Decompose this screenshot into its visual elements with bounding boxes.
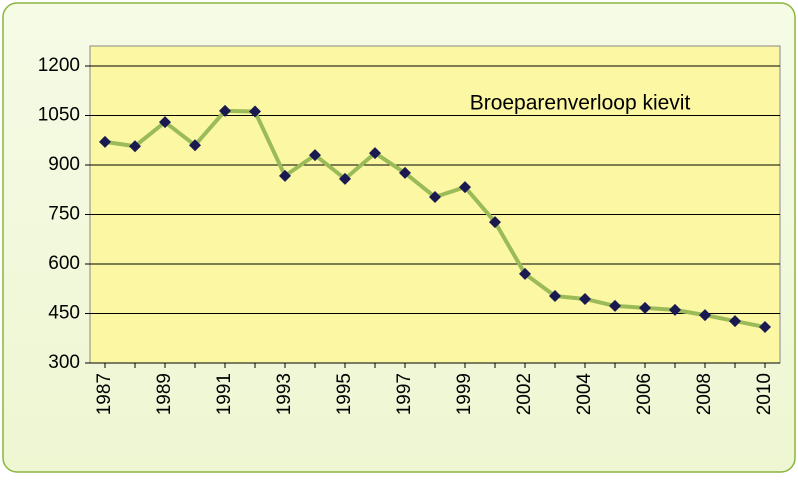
marker bbox=[729, 315, 741, 328]
marker bbox=[699, 309, 711, 322]
marker bbox=[429, 191, 441, 204]
marker bbox=[189, 139, 201, 152]
y-tick-label: 1050 bbox=[38, 105, 80, 126]
marker bbox=[489, 216, 501, 229]
x-tick-label: 1993 bbox=[274, 373, 295, 415]
x-tick-label: 1995 bbox=[334, 373, 355, 415]
marker bbox=[339, 172, 351, 185]
marker bbox=[159, 116, 171, 129]
marker bbox=[369, 147, 381, 160]
x-tick-label: 2004 bbox=[574, 373, 595, 416]
marker bbox=[759, 321, 771, 334]
marker bbox=[579, 292, 591, 305]
y-tick-label: 1200 bbox=[38, 55, 80, 76]
marker bbox=[639, 301, 651, 314]
marker bbox=[519, 267, 531, 280]
marker bbox=[549, 290, 561, 303]
y-tick-label: 300 bbox=[48, 352, 80, 373]
x-tick-label: 1987 bbox=[94, 373, 115, 415]
marker bbox=[99, 135, 111, 148]
marker bbox=[129, 140, 141, 153]
marker bbox=[459, 181, 471, 194]
marker bbox=[279, 169, 291, 182]
marker bbox=[399, 166, 411, 179]
marker bbox=[669, 303, 681, 316]
x-tick-label: 1991 bbox=[214, 373, 235, 415]
y-tick-label: 600 bbox=[48, 253, 80, 274]
marker bbox=[219, 104, 231, 117]
marker bbox=[249, 105, 261, 118]
x-tick-label: 1997 bbox=[394, 373, 415, 415]
x-tick-label: 2002 bbox=[514, 373, 535, 415]
x-tick-label: 1989 bbox=[154, 373, 175, 415]
x-tick-label: 2010 bbox=[754, 373, 775, 415]
y-tick-label: 750 bbox=[48, 204, 80, 225]
annotation: Broeparenverloop kievit bbox=[470, 92, 691, 115]
marker bbox=[309, 149, 321, 162]
x-tick-label: 2006 bbox=[634, 373, 655, 415]
x-tick-label: 1999 bbox=[454, 373, 475, 415]
y-tick-label: 900 bbox=[48, 154, 80, 175]
y-tick-label: 450 bbox=[48, 303, 80, 324]
x-tick-label: 2008 bbox=[694, 373, 715, 415]
marker bbox=[609, 299, 621, 312]
